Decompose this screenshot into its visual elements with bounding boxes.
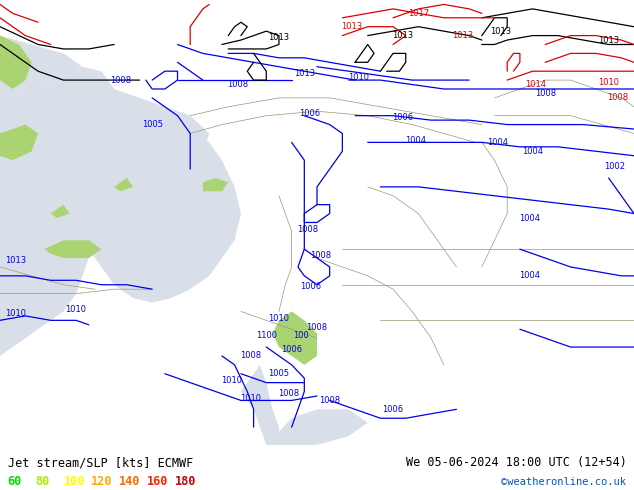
- Text: ©weatheronline.co.uk: ©weatheronline.co.uk: [501, 477, 626, 487]
- Text: 1004: 1004: [519, 214, 540, 222]
- Polygon shape: [114, 178, 133, 191]
- Polygon shape: [241, 365, 279, 445]
- Text: 1006: 1006: [392, 113, 413, 122]
- Text: 1008: 1008: [110, 75, 131, 85]
- Text: We 05-06-2024 18:00 UTC (12+54): We 05-06-2024 18:00 UTC (12+54): [406, 456, 626, 469]
- Text: 1008: 1008: [534, 89, 556, 98]
- Text: 1013: 1013: [452, 31, 474, 40]
- Text: 1002: 1002: [604, 162, 626, 171]
- Polygon shape: [0, 67, 209, 356]
- Polygon shape: [51, 205, 70, 218]
- Polygon shape: [89, 107, 241, 302]
- Text: 60: 60: [8, 475, 22, 489]
- Polygon shape: [273, 409, 368, 445]
- Text: 1006: 1006: [300, 282, 321, 292]
- Polygon shape: [0, 36, 82, 98]
- Text: 1008: 1008: [278, 389, 299, 398]
- Text: 1017: 1017: [408, 9, 429, 18]
- Text: 1010: 1010: [240, 393, 261, 403]
- Polygon shape: [44, 240, 101, 258]
- Text: 1013: 1013: [268, 33, 290, 42]
- Text: 1005: 1005: [141, 120, 163, 129]
- Text: 1004: 1004: [522, 147, 543, 156]
- Polygon shape: [0, 36, 32, 89]
- Polygon shape: [273, 312, 317, 365]
- Text: 1013: 1013: [5, 256, 27, 265]
- Text: 1013: 1013: [490, 26, 512, 36]
- Text: 1013: 1013: [598, 36, 619, 45]
- Text: 1005: 1005: [268, 369, 290, 378]
- Text: 1006: 1006: [281, 345, 302, 354]
- Text: 100: 100: [63, 475, 85, 489]
- Text: 1008: 1008: [607, 94, 629, 102]
- Text: 1008: 1008: [319, 396, 340, 405]
- Text: 1008: 1008: [227, 80, 249, 89]
- Text: 120: 120: [91, 475, 113, 489]
- Polygon shape: [203, 178, 228, 191]
- Text: 1004: 1004: [519, 271, 540, 280]
- Text: 1014: 1014: [525, 80, 547, 89]
- Text: 1010: 1010: [221, 376, 242, 385]
- Text: 160: 160: [147, 475, 169, 489]
- Text: 1008: 1008: [309, 251, 331, 260]
- Text: 80: 80: [36, 475, 49, 489]
- Polygon shape: [0, 124, 38, 160]
- Text: 1008: 1008: [297, 224, 318, 234]
- Text: 1008: 1008: [306, 322, 328, 332]
- Text: 1010: 1010: [598, 78, 619, 87]
- Text: 140: 140: [119, 475, 141, 489]
- Text: Jet stream/SLP [kts] ECMWF: Jet stream/SLP [kts] ECMWF: [8, 456, 193, 469]
- Text: 1013: 1013: [341, 22, 363, 31]
- Polygon shape: [0, 151, 139, 231]
- Text: 1006: 1006: [299, 109, 320, 118]
- Text: 1008: 1008: [240, 351, 261, 361]
- Text: 1010: 1010: [268, 314, 290, 322]
- Text: 1013: 1013: [392, 31, 413, 40]
- Text: 180: 180: [175, 475, 197, 489]
- Text: 1100: 1100: [256, 331, 277, 341]
- Text: 1004: 1004: [404, 136, 426, 145]
- Text: 1006: 1006: [382, 405, 404, 414]
- Text: 100: 100: [294, 331, 309, 341]
- Text: 1004: 1004: [487, 138, 508, 147]
- Text: 1010: 1010: [5, 309, 27, 318]
- Text: 1010: 1010: [347, 74, 369, 82]
- Text: 1010: 1010: [65, 305, 87, 314]
- Text: 1013: 1013: [294, 69, 315, 78]
